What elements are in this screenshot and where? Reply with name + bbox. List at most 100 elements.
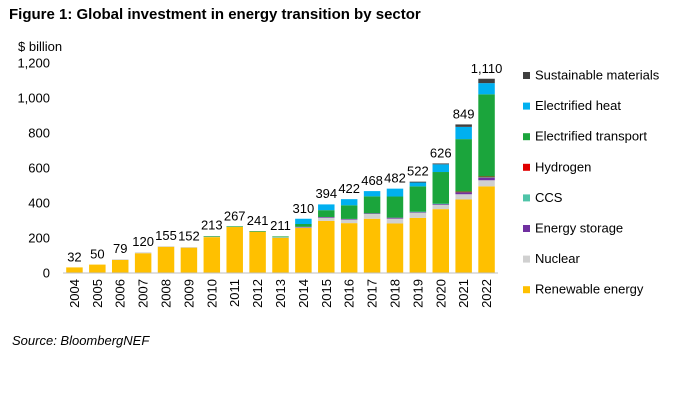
- bar-segment-electrified-heat-2019: [409, 182, 427, 187]
- legend-label-sustainable-materials: Sustainable materials: [535, 68, 660, 83]
- legend-label-electrified-heat: Electrified heat: [535, 98, 621, 113]
- y-tick-label: 200: [28, 231, 50, 246]
- bar-segment-nuclear-2015: [318, 217, 335, 221]
- bar-segment-ccs-2020: [432, 203, 449, 205]
- total-label: 79: [113, 241, 127, 256]
- legend-label-energy-storage: Energy storage: [535, 221, 623, 236]
- bar-segment-renewable-energy-2015: [318, 220, 335, 273]
- total-label: 50: [90, 246, 104, 261]
- legend: Sustainable materials Electrified heat Ele…: [523, 68, 660, 297]
- legend-label-electrified-transport: Electrified transport: [535, 129, 647, 144]
- total-label: 155: [155, 228, 177, 243]
- bar-segment-electrified-transport-2022: [478, 94, 495, 177]
- x-tick-label: 2021: [456, 279, 471, 308]
- bar-segment-electrified-transport-2011: [226, 226, 243, 227]
- legend-swatch-electrified-transport: [523, 133, 530, 141]
- bar-segment-electrified-heat-2017: [363, 191, 381, 197]
- bar-segment-nuclear-2007: [134, 252, 152, 254]
- y-axis-ticks: 0 200 400 600 800 1,000 1,200: [17, 56, 50, 281]
- bar-segment-hydrogen-2022: [478, 176, 495, 178]
- bar-segment-renewable-energy-2019: [409, 217, 427, 274]
- total-label: 626: [430, 145, 452, 160]
- figure-title: Figure 1: Global investment in energy tr…: [9, 6, 421, 23]
- x-tick-label: 2004: [67, 279, 82, 308]
- x-tick-label: 2017: [365, 279, 380, 308]
- legend-swatch-energy-storage: [523, 225, 530, 232]
- legend-swatch-hydrogen: [523, 163, 530, 171]
- bar-segment-renewable-energy-2022: [478, 186, 495, 274]
- bar-segment-energy-storage-2015: [318, 217, 335, 218]
- bar-segment-electrified-transport-2012: [249, 231, 266, 232]
- legend-label-hydrogen: Hydrogen: [535, 159, 591, 174]
- bar-segment-renewable-energy-2011: [226, 226, 243, 273]
- total-label: 394: [315, 186, 337, 201]
- source-note: Source: BloombergNEF: [12, 333, 150, 348]
- legend-swatch-ccs: [523, 194, 530, 202]
- legend-label-renewable-energy: Renewable energy: [535, 282, 644, 297]
- legend-swatch-nuclear: [523, 255, 530, 263]
- x-tick-label: 2020: [433, 279, 448, 308]
- bar-segment-nuclear-2009: [180, 247, 198, 248]
- bar-segment-energy-storage-2016: [340, 218, 358, 220]
- bar-segment-energy-storage-2014: [295, 226, 312, 228]
- total-label: 267: [224, 208, 246, 223]
- bar-segment-electrified-transport-2020: [432, 172, 449, 204]
- x-tick-label: 2005: [90, 279, 105, 308]
- bar-segment-nuclear-2021: [455, 194, 472, 200]
- bar-segment-nuclear-2010: [203, 236, 221, 238]
- bar-segment-nuclear-2013: [272, 237, 289, 238]
- total-label: 849: [453, 106, 475, 121]
- y-axis-label: $ billion: [18, 39, 62, 54]
- x-axis-ticks: 2004 2005 2006 2007 2008 2009 2010 2011 2012 2013…: [67, 279, 494, 308]
- x-tick-label: 2013: [273, 279, 288, 308]
- bar-segment-electrified-heat-2015: [318, 204, 335, 211]
- bar-segment-sustainable-materials-2022: [478, 78, 495, 84]
- bar-segment-nuclear-2014: [295, 226, 312, 228]
- x-tick-label: 2006: [113, 279, 128, 308]
- bar-segment-renewable-energy-2016: [340, 223, 358, 274]
- bar-segment-renewable-energy-2013: [272, 237, 289, 273]
- bar-segment-renewable-energy-2008: [157, 246, 175, 273]
- bar-segment-electrified-heat-2014: [295, 218, 312, 224]
- x-tick-label: 2016: [342, 279, 357, 308]
- bar-segment-electrified-transport-2016: [340, 205, 358, 219]
- y-tick-label: 0: [43, 266, 50, 281]
- bar-segment-electrified-transport-2010: [203, 236, 221, 237]
- bar-segment-electrified-heat-2021: [455, 126, 472, 140]
- x-tick-label: 2018: [387, 279, 402, 308]
- total-label: 1,110: [471, 61, 503, 76]
- bar-segment-electrified-heat-2018: [386, 188, 404, 197]
- bar-segment-renewable-energy-2007: [134, 253, 152, 273]
- bar-segment-electrified-heat-2022: [478, 83, 495, 95]
- bar-segment-nuclear-2017: [363, 213, 381, 219]
- bar-segment-electrified-heat-2020: [432, 164, 449, 173]
- x-tick-label: 2010: [204, 279, 219, 308]
- bar-segment-nuclear-2016: [340, 219, 358, 224]
- y-tick-label: 400: [28, 196, 50, 211]
- bar-segment-ccs-2022: [478, 176, 495, 178]
- total-label: 422: [338, 181, 360, 196]
- legend-swatch-sustainable-materials: [523, 72, 530, 79]
- bar-segment-sustainable-materials-2020: [432, 163, 449, 165]
- y-tick-label: 1,200: [17, 56, 50, 71]
- bar-segment-energy-storage-2020: [432, 203, 449, 205]
- bar-segment-renewable-energy-2012: [249, 231, 266, 273]
- y-tick-label: 1,000: [17, 91, 50, 106]
- bar-segment-electrified-heat-2016: [340, 199, 358, 206]
- total-label: 468: [361, 173, 383, 188]
- x-tick-label: 2009: [181, 279, 196, 308]
- legend-swatch-renewable-energy: [523, 286, 530, 294]
- legend-label-ccs: CCS: [535, 190, 563, 205]
- x-tick-label: 2007: [136, 279, 151, 308]
- bar-segment-electrified-transport-2014: [295, 224, 312, 227]
- bar-segment-sustainable-materials-2019: [409, 181, 427, 183]
- total-label: 482: [384, 171, 406, 186]
- bar-segment-electrified-transport-2013: [272, 236, 289, 238]
- y-tick-label: 600: [28, 161, 50, 176]
- bar-segment-renewable-energy-2018: [386, 223, 404, 273]
- total-label: 241: [247, 213, 269, 228]
- bar-segment-renewable-energy-2021: [455, 199, 472, 273]
- legend-label-nuclear: Nuclear: [535, 251, 580, 266]
